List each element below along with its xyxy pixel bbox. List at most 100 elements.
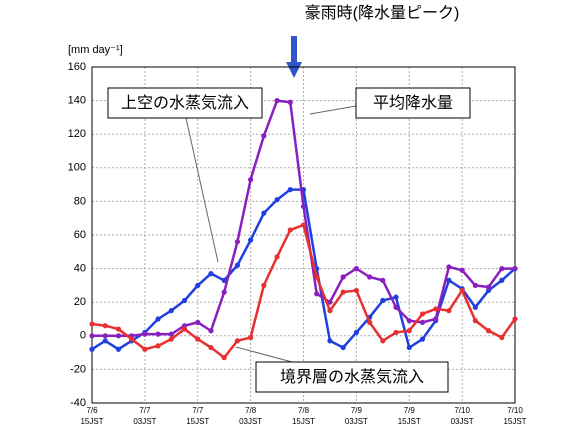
x-tick-label: 15JST [186,417,209,426]
data-point [181,297,188,304]
data-point [314,291,320,297]
x-tick-label: 7/6 [86,406,98,415]
data-point [393,304,399,310]
x-tick-label: 7/8 [298,406,310,415]
data-point [234,338,241,344]
x-tick-label: 03JST [239,417,262,426]
data-point [221,289,227,295]
data-point [102,333,108,339]
data-point [168,336,174,342]
data-point [380,338,386,344]
data-point [327,299,333,305]
data-point [366,274,373,280]
y-tick-label: 60 [74,229,86,241]
data-point [274,254,280,260]
data-point [142,331,148,337]
series-label: 平均降水量 [373,94,453,112]
x-tick-label: 7/7 [139,406,151,415]
x-tick-label: 03JST [451,417,474,426]
series-label: 境界層の水蒸気流入 [280,367,424,386]
data-point [195,282,201,288]
data-point [340,274,346,280]
data-point [380,277,386,283]
data-point [499,277,505,283]
data-point [472,282,478,288]
y-tick-label: 40 [74,263,86,275]
data-point [287,227,293,233]
data-point [446,264,452,270]
data-point [274,197,280,203]
data-point [261,133,267,139]
x-tick-label: 15JST [503,417,526,426]
data-point [221,355,227,361]
y-tick-label: -20 [70,363,86,375]
x-tick-label: 03JST [133,417,156,426]
data-point [234,239,241,245]
y-tick-label: 140 [68,95,86,107]
data-point [472,318,478,324]
leader-line [185,117,219,263]
data-point [115,346,122,352]
data-point [393,294,399,300]
data-point [89,321,95,327]
data-point [340,344,346,351]
data-point [353,287,359,294]
y-tick-label: 80 [74,195,86,207]
data-point [300,203,307,210]
data-point [168,308,174,314]
data-point [380,297,386,304]
y-tick-label: 100 [68,162,86,174]
data-point [129,336,135,342]
data-point [406,318,412,324]
data-point [155,343,161,349]
data-point [459,267,465,273]
data-point [485,328,492,334]
data-point [287,99,293,105]
data-point [353,329,359,336]
data-point [314,274,320,280]
data-point [327,338,333,344]
data-point [168,331,174,337]
data-point [208,328,214,334]
arrow-head [286,62,302,78]
label-box [255,361,449,393]
data-point [419,336,426,342]
data-point [393,329,399,336]
y-tick-label: 120 [68,128,86,140]
data-point [406,328,412,334]
data-point [221,277,227,283]
data-point [195,319,201,325]
data-point [142,346,148,352]
data-point [327,308,333,314]
data-point [512,266,518,272]
data-point [208,271,214,277]
peak-annotation: 豪雨時(降水量ピーク) [305,3,460,22]
x-tick-label: 7/7 [192,406,204,415]
data-point [208,344,214,351]
data-point [512,316,518,322]
data-point [248,237,254,243]
y-tick-label: 0 [80,330,86,342]
data-point [300,222,307,228]
data-point [472,304,478,310]
y-tick-label: -40 [70,397,86,409]
series-label: 上空の水蒸気流入 [121,94,249,112]
data-point [181,326,188,332]
data-point [433,306,439,312]
y-tick-label: 160 [68,61,86,73]
x-tick-label: 03JST [345,417,368,426]
x-tick-label: 15JST [292,417,315,426]
data-point [353,266,359,272]
data-point [274,98,280,104]
data-point [499,266,505,272]
data-point [366,319,373,325]
leader-line [235,346,293,363]
x-tick-label: 7/9 [404,406,416,415]
data-point [248,334,254,341]
data-point [115,333,122,339]
x-tick-label: 7/10 [507,406,523,415]
data-point [261,210,267,216]
x-tick-label: 7/9 [351,406,363,415]
data-point [433,316,439,322]
